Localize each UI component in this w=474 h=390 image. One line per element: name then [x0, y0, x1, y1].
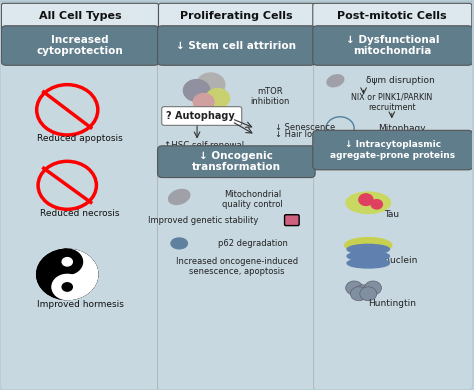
Circle shape: [355, 285, 372, 299]
Ellipse shape: [347, 258, 390, 268]
Text: Reduced necrosis: Reduced necrosis: [40, 209, 120, 218]
Circle shape: [359, 194, 373, 206]
Text: Improved hormesis: Improved hormesis: [36, 300, 123, 309]
Text: Tau: Tau: [384, 210, 400, 219]
Text: Reduced apoptosis: Reduced apoptosis: [37, 134, 123, 144]
FancyBboxPatch shape: [157, 146, 315, 177]
FancyBboxPatch shape: [284, 215, 299, 225]
Ellipse shape: [345, 238, 392, 253]
Circle shape: [197, 73, 225, 96]
FancyBboxPatch shape: [313, 4, 472, 28]
Circle shape: [365, 281, 382, 295]
Text: Mitophagy: Mitophagy: [378, 124, 425, 133]
Circle shape: [52, 249, 82, 275]
FancyBboxPatch shape: [313, 26, 473, 65]
Circle shape: [36, 249, 98, 300]
Text: α-synuclein: α-synuclein: [365, 256, 418, 265]
Text: Huntingtin: Huntingtin: [368, 299, 416, 308]
Circle shape: [52, 275, 82, 300]
Text: All Cell Types: All Cell Types: [38, 11, 121, 21]
Ellipse shape: [346, 192, 391, 213]
FancyBboxPatch shape: [157, 11, 316, 389]
Ellipse shape: [169, 190, 190, 204]
FancyBboxPatch shape: [157, 26, 315, 65]
Text: δψm disruption: δψm disruption: [366, 76, 435, 85]
Text: Improved genetic stability: Improved genetic stability: [148, 216, 259, 225]
FancyBboxPatch shape: [0, 11, 159, 389]
Circle shape: [360, 287, 377, 301]
FancyBboxPatch shape: [314, 11, 473, 389]
Circle shape: [38, 161, 96, 209]
Ellipse shape: [347, 245, 390, 254]
Circle shape: [326, 117, 354, 140]
Text: Proliferating Cells: Proliferating Cells: [180, 11, 293, 21]
FancyBboxPatch shape: [162, 107, 242, 125]
Circle shape: [36, 85, 98, 135]
Text: ↓ Stem cell attririon: ↓ Stem cell attririon: [176, 41, 296, 51]
Wedge shape: [67, 249, 98, 300]
Text: ↓ Dysfunctional
mitochondria: ↓ Dysfunctional mitochondria: [346, 35, 439, 56]
Text: p62 degradation: p62 degradation: [218, 239, 288, 248]
Circle shape: [371, 200, 383, 209]
Circle shape: [206, 89, 229, 108]
FancyBboxPatch shape: [158, 4, 315, 28]
Ellipse shape: [347, 251, 390, 261]
Circle shape: [193, 94, 214, 111]
FancyBboxPatch shape: [1, 4, 158, 28]
Ellipse shape: [327, 75, 344, 87]
Text: ? Autophagy: ? Autophagy: [166, 111, 235, 121]
FancyBboxPatch shape: [1, 26, 159, 65]
Text: NIX or PINK1/PARKIN
recruitment: NIX or PINK1/PARKIN recruitment: [351, 92, 432, 112]
Text: ↑HSC self-renewal: ↑HSC self-renewal: [164, 141, 244, 150]
Text: ↓ Hair loss: ↓ Hair loss: [275, 131, 321, 140]
Circle shape: [62, 283, 73, 291]
Circle shape: [62, 258, 73, 266]
Circle shape: [350, 287, 367, 301]
Text: mTOR
inhibition: mTOR inhibition: [251, 87, 290, 106]
Text: ↓ Intracytoplasmic
agregate-prone proteins: ↓ Intracytoplasmic agregate-prone protei…: [330, 140, 456, 160]
Text: Post-mitotic Cells: Post-mitotic Cells: [337, 11, 447, 21]
Circle shape: [183, 80, 210, 101]
Ellipse shape: [171, 238, 187, 249]
Text: Mitochondrial
quality control: Mitochondrial quality control: [222, 190, 283, 209]
Text: Increased oncogene-induced
senescence, apoptosis: Increased oncogene-induced senescence, a…: [175, 257, 298, 277]
Circle shape: [346, 281, 363, 295]
Text: Increased
cytoprotection: Increased cytoprotection: [37, 35, 124, 56]
FancyBboxPatch shape: [313, 130, 473, 170]
Text: ↓ Senescence: ↓ Senescence: [275, 123, 336, 132]
Text: ↓ Oncogenic
transformation: ↓ Oncogenic transformation: [192, 151, 281, 172]
